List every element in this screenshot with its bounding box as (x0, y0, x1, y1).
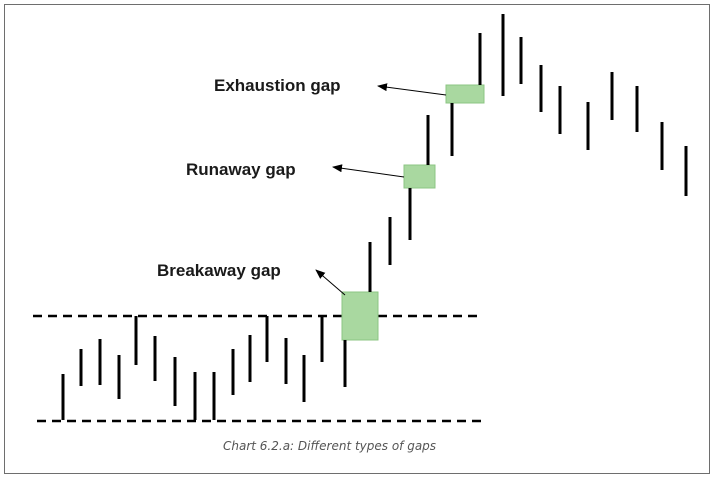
exhaustion-gap-label: Exhaustion gap (214, 76, 341, 95)
breakaway-gap-label: Breakaway gap (157, 261, 281, 280)
chart-frame (4, 4, 710, 474)
runaway-gap-box (403, 164, 436, 189)
exhaustion-gap-box (445, 84, 485, 104)
chart-caption: Chart 6.2.a: Different types of gaps (223, 439, 436, 453)
runaway-arrow (332, 164, 405, 178)
exhaustion-arrow (377, 83, 447, 96)
price-bars (61, 14, 688, 420)
breakaway-gap-box (341, 291, 379, 341)
breakaway-arrow (315, 269, 346, 296)
runaway-gap-label: Runaway gap (186, 160, 296, 179)
